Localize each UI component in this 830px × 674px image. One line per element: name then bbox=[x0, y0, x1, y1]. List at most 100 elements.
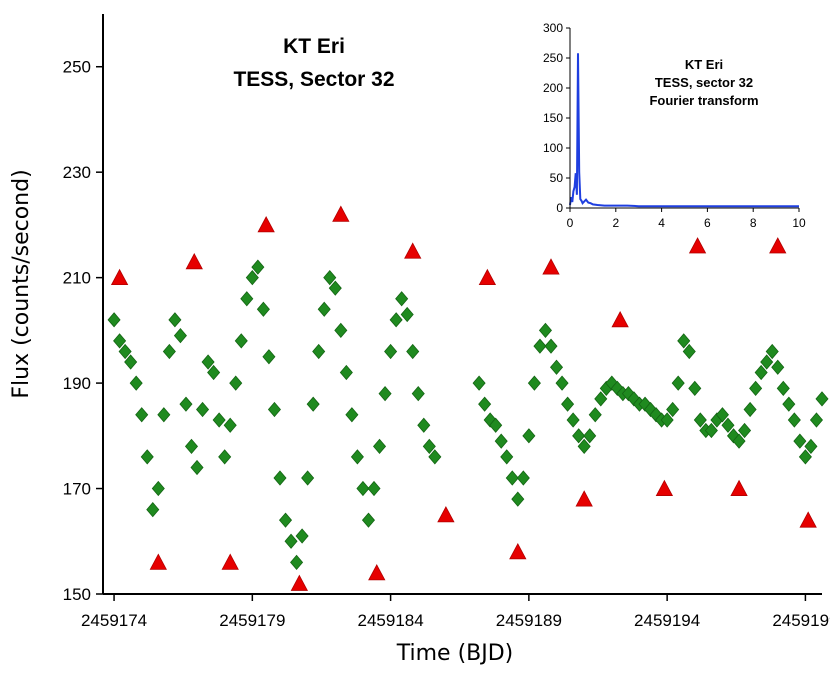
flux-point bbox=[179, 396, 193, 412]
fourier-amplitude-line bbox=[569, 53, 799, 208]
flux-point bbox=[367, 480, 381, 497]
extremum-marker bbox=[655, 479, 674, 496]
flux-point bbox=[317, 301, 331, 317]
flux-point bbox=[732, 433, 746, 449]
flux-point bbox=[173, 328, 187, 344]
flux-point bbox=[533, 338, 547, 354]
flux-point bbox=[494, 433, 508, 449]
flux-point bbox=[549, 359, 564, 375]
flux-point bbox=[406, 343, 420, 360]
flux-point bbox=[345, 407, 359, 423]
extremum-marker bbox=[688, 237, 707, 254]
flux-point bbox=[411, 386, 425, 402]
flux-point bbox=[500, 449, 514, 465]
flux-point bbox=[688, 380, 702, 396]
flux-point bbox=[749, 380, 763, 396]
flux-point bbox=[693, 412, 707, 428]
inset-x-tick-label: 10 bbox=[792, 216, 806, 230]
extremum-marker bbox=[509, 542, 527, 560]
flux-point bbox=[323, 270, 337, 286]
flux-point bbox=[588, 407, 602, 423]
flux-point bbox=[339, 364, 353, 381]
extremum-marker bbox=[257, 216, 275, 233]
y-axis-title: Flux (counts/second) bbox=[9, 169, 34, 398]
flux-point bbox=[782, 396, 796, 412]
flux-point bbox=[146, 502, 160, 518]
flux-point bbox=[140, 449, 154, 465]
flux-point bbox=[489, 417, 503, 433]
flux-point bbox=[378, 386, 392, 402]
extrema-series bbox=[110, 205, 817, 591]
flux-point bbox=[373, 438, 387, 454]
flux-point bbox=[776, 380, 790, 396]
extremum-marker bbox=[611, 310, 629, 328]
flux-point bbox=[583, 428, 597, 444]
inset-x-axis-ticks: 0 2 4 6 8 10 bbox=[567, 208, 806, 230]
y-tick-label: 210 bbox=[63, 269, 91, 288]
flux-point bbox=[715, 407, 729, 423]
inset-background bbox=[570, 28, 799, 208]
flux-point bbox=[118, 343, 132, 360]
flux-point bbox=[671, 375, 685, 391]
flux-point bbox=[107, 312, 121, 328]
flux-point bbox=[218, 449, 232, 465]
inset-title-line-2: TESS, sector 32 bbox=[655, 75, 753, 90]
flux-point bbox=[223, 417, 237, 433]
flux-point bbox=[815, 391, 829, 407]
flux-point bbox=[356, 480, 370, 497]
flux-point bbox=[328, 280, 342, 296]
flux-point bbox=[544, 338, 558, 354]
flux-point bbox=[809, 412, 823, 428]
extremum-marker bbox=[185, 252, 203, 270]
flux-point bbox=[505, 470, 519, 486]
x-tick-label: 2459194 bbox=[634, 611, 700, 630]
flux-point bbox=[190, 459, 204, 476]
extremum-marker bbox=[290, 574, 309, 591]
inset-title-line-3: Fourier transform bbox=[649, 93, 758, 108]
extremum-marker bbox=[769, 237, 787, 254]
flux-point bbox=[196, 401, 210, 418]
flux-point bbox=[245, 270, 259, 286]
x-tick-label: 2459174 bbox=[81, 611, 147, 630]
flux-point bbox=[522, 428, 536, 444]
flux-point bbox=[295, 528, 309, 544]
extremum-marker bbox=[478, 268, 497, 286]
flux-point bbox=[262, 349, 276, 365]
flux-point bbox=[267, 401, 281, 418]
flux-point bbox=[129, 375, 143, 391]
flux-point bbox=[256, 301, 270, 317]
flux-point bbox=[290, 554, 304, 570]
extremum-marker bbox=[799, 511, 817, 528]
flux-point bbox=[743, 401, 757, 418]
inset-x-tick-label: 0 bbox=[567, 216, 574, 230]
flux-point bbox=[113, 333, 127, 349]
flux-point bbox=[251, 259, 265, 275]
flux-point bbox=[478, 396, 492, 412]
flux-point bbox=[384, 343, 398, 360]
flux-point bbox=[361, 512, 376, 528]
x-axis-ticks: 2459174 2459179 2459184 2459189 2459194 24591… bbox=[81, 594, 830, 630]
extremum-marker bbox=[332, 205, 350, 222]
inset-x-tick-label: 2 bbox=[612, 216, 619, 230]
flux-point bbox=[417, 417, 431, 433]
flux-point bbox=[577, 438, 591, 454]
inset-x-tick-label: 6 bbox=[704, 216, 711, 230]
flux-point bbox=[738, 422, 752, 439]
flux-point bbox=[594, 391, 608, 407]
flux-point bbox=[666, 401, 680, 418]
flux-point bbox=[704, 422, 718, 439]
flux-point bbox=[162, 343, 176, 360]
flux-point bbox=[428, 449, 442, 465]
flux-point bbox=[284, 533, 298, 549]
inset-y-tick-label: 200 bbox=[543, 81, 563, 95]
extremum-marker bbox=[404, 242, 422, 259]
flux-point bbox=[555, 375, 569, 391]
x-tick-label: 2459199 bbox=[772, 611, 830, 630]
x-tick-label: 2459189 bbox=[496, 611, 562, 630]
flux-point bbox=[677, 333, 691, 349]
fourier-inset: 0 50 100 150 200 250 300 0 2 4 6 8 10 KT Eri TESS, … bbox=[543, 21, 806, 230]
flux-point bbox=[660, 412, 674, 428]
extremum-marker bbox=[368, 564, 386, 581]
flux-point bbox=[124, 354, 138, 370]
flux-point bbox=[389, 312, 403, 328]
